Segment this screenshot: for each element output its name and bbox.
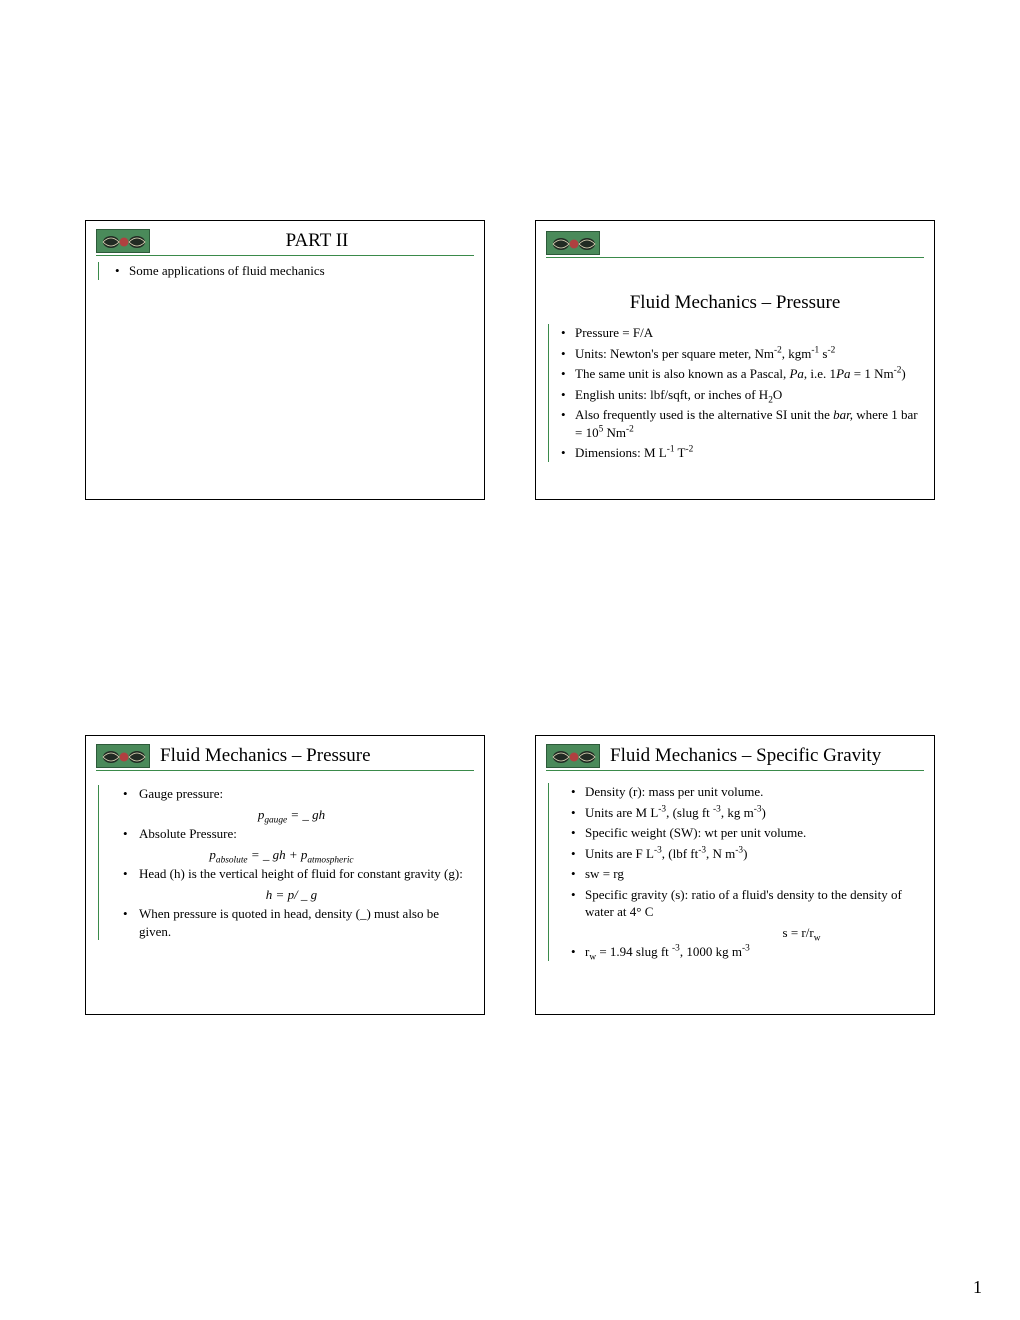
bullet: Density (r): mass per unit volume. — [561, 783, 924, 801]
text: gauge — [264, 815, 287, 825]
ornament-icon — [546, 231, 600, 255]
equation: pgauge = _ gh — [109, 806, 474, 824]
slide-title-row — [546, 231, 924, 258]
text: absolute — [216, 855, 248, 865]
slide-title-row: Fluid Mechanics – Specific Gravity — [546, 744, 924, 771]
text: atmospheric — [307, 855, 353, 865]
text: ) — [743, 846, 747, 861]
text: Pa — [836, 366, 850, 381]
slide-grid: PART II Some applications of fluid mecha… — [85, 220, 935, 1015]
text: , kgm — [782, 346, 812, 361]
text: The same unit is also known as a Pascal, — [575, 366, 789, 381]
bullet: When pressure is quoted in head, density… — [111, 905, 474, 940]
text: Dimensions: M L — [575, 445, 667, 460]
document-page: PART II Some applications of fluid mecha… — [0, 0, 1020, 1320]
ornament-icon — [96, 229, 150, 253]
bullet: Units are F L-3, (lbf ft-3, N m-3) — [561, 845, 924, 863]
text: = _ gh — [287, 807, 325, 822]
text: ) — [901, 366, 905, 381]
bullet: Gauge pressure: — [111, 785, 474, 803]
bullet: rw = 1.94 slug ft -3, 1000 kg m-3 — [561, 943, 924, 961]
slide-title-row: Fluid Mechanics – Pressure — [96, 744, 474, 771]
text: s = r/r — [783, 925, 814, 940]
text: Nm — [603, 425, 626, 440]
bullet: sw = rg — [561, 865, 924, 883]
text: Also frequently used is the alternative … — [575, 407, 833, 422]
text: O — [773, 387, 782, 402]
text: , kg m — [721, 805, 754, 820]
text: = 1 Nm — [851, 366, 894, 381]
bullet: Specific gravity (s): ratio of a fluid's… — [561, 886, 924, 921]
bullet: Pressure = F/A — [561, 324, 924, 342]
slide-3: Fluid Mechanics – Pressure Gauge pressur… — [85, 735, 485, 1015]
slide-1: PART II Some applications of fluid mecha… — [85, 220, 485, 500]
bullet: Units are M L-3, (slug ft -3, kg m-3) — [561, 804, 924, 822]
equation: h = p/ _ g — [109, 886, 474, 904]
text: bar, — [833, 407, 853, 422]
bullet: Absolute Pressure: — [111, 825, 474, 843]
text: Units are M L — [585, 805, 658, 820]
bullet: Also frequently used is the alternative … — [561, 406, 924, 441]
bullet: English units: lbf/sqft, or inches of H2… — [561, 386, 924, 404]
text: = _ gh + p — [248, 847, 308, 862]
ornament-icon — [96, 744, 150, 768]
equation: s = r/rw — [679, 924, 924, 942]
text: h = p/ _ g — [266, 887, 317, 902]
page-number: 1 — [973, 1277, 982, 1298]
slide-content: Pressure = F/A Units: Newton's per squar… — [548, 324, 924, 462]
text: , (slug ft — [666, 805, 713, 820]
spacer — [546, 264, 924, 292]
ornament-icon — [546, 744, 600, 768]
text: w — [814, 933, 821, 943]
text: , N m — [706, 846, 735, 861]
text: = 1.94 slug ft — [596, 944, 672, 959]
text: Units are F L — [585, 846, 654, 861]
slide-content: Some applications of fluid mechanics — [98, 262, 474, 280]
bullet: Head (h) is the vertical height of fluid… — [111, 865, 474, 883]
text: Units: Newton's per square meter, Nm — [575, 346, 774, 361]
bullet: Units: Newton's per square meter, Nm-2, … — [561, 345, 924, 363]
slide-title: PART II — [156, 230, 474, 252]
text: , i.e. 1 — [804, 366, 836, 381]
bullet: Dimensions: M L-1 T-2 — [561, 444, 924, 462]
slide-title: Fluid Mechanics – Specific Gravity — [606, 745, 881, 767]
slide-title-row: PART II — [96, 229, 474, 256]
equation: pabsolute = _ gh + patmospheric — [89, 846, 474, 864]
slide-title: Fluid Mechanics – Pressure — [546, 292, 924, 314]
bullet: The same unit is also known as a Pascal,… — [561, 365, 924, 383]
slide-2: Fluid Mechanics – Pressure Pressure = F/… — [535, 220, 935, 500]
text: T — [675, 445, 686, 460]
text: ) — [762, 805, 766, 820]
text: , 1000 kg m — [680, 944, 742, 959]
slide-title: Fluid Mechanics – Pressure — [156, 745, 371, 767]
bullet: Some applications of fluid mechanics — [111, 262, 474, 280]
slide-content: Gauge pressure: pgauge = _ gh Absolute P… — [98, 785, 474, 940]
bullet: Specific weight (SW): wt per unit volume… — [561, 824, 924, 842]
text: , (lbf ft — [662, 846, 698, 861]
text: Pa — [789, 366, 803, 381]
slide-4: Fluid Mechanics – Specific Gravity Densi… — [535, 735, 935, 1015]
text: English units: lbf/sqft, or inches of H — [575, 387, 768, 402]
slide-content: Density (r): mass per unit volume. Units… — [548, 783, 924, 961]
